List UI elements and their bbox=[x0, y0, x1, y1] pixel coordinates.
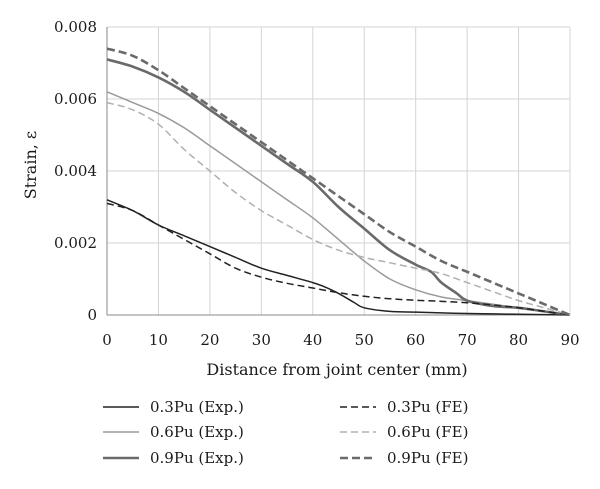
y-tick-label: 0 bbox=[87, 306, 97, 324]
y-tick-label: 0.002 bbox=[54, 234, 97, 252]
legend-label: 0.9Pu (Exp.) bbox=[150, 449, 244, 467]
legend-label: 0.3Pu (Exp.) bbox=[150, 398, 244, 416]
legend-label: 0.3Pu (FE) bbox=[387, 398, 468, 416]
x-tick-label: 20 bbox=[200, 331, 219, 349]
legend: 0.3Pu (Exp.) 0.6Pu (Exp.) 0.9Pu (Exp.) 0.3P… bbox=[103, 398, 468, 467]
y-axis-title: Strain, ε bbox=[21, 131, 40, 199]
y-tick-label: 0.008 bbox=[54, 18, 97, 36]
y-tick-labels: 0 0.002 0.004 0.006 0.008 bbox=[54, 18, 97, 324]
x-axis-title: Distance from joint center (mm) bbox=[206, 360, 467, 379]
x-tick-label: 50 bbox=[355, 331, 374, 349]
axes bbox=[106, 27, 570, 316]
legend-label: 0.6Pu (Exp.) bbox=[150, 423, 244, 441]
x-tick-label: 70 bbox=[458, 331, 477, 349]
x-tick-label: 60 bbox=[406, 331, 425, 349]
series-line-0-6pu-fe bbox=[106, 101, 571, 316]
x-tick-label: 90 bbox=[560, 331, 579, 349]
x-tick-label: 10 bbox=[149, 331, 168, 349]
x-tick-label: 40 bbox=[303, 331, 322, 349]
y-tick-label: 0.004 bbox=[54, 162, 97, 180]
series-lines bbox=[106, 47, 571, 317]
x-tick-label: 80 bbox=[509, 331, 528, 349]
series-line-0-3pu-exp bbox=[106, 199, 571, 316]
series-line-0-6pu-exp bbox=[106, 91, 571, 316]
x-tick-label: 30 bbox=[252, 331, 271, 349]
x-tick-label: 0 bbox=[102, 331, 112, 349]
legend-label: 0.6Pu (FE) bbox=[387, 423, 468, 441]
legend-label: 0.9Pu (FE) bbox=[387, 449, 468, 467]
x-tick-labels: 0 10 20 30 40 50 60 70 80 90 bbox=[102, 331, 579, 349]
series-line-0-9pu-fe bbox=[106, 47, 571, 317]
y-tick-label: 0.006 bbox=[54, 90, 97, 108]
